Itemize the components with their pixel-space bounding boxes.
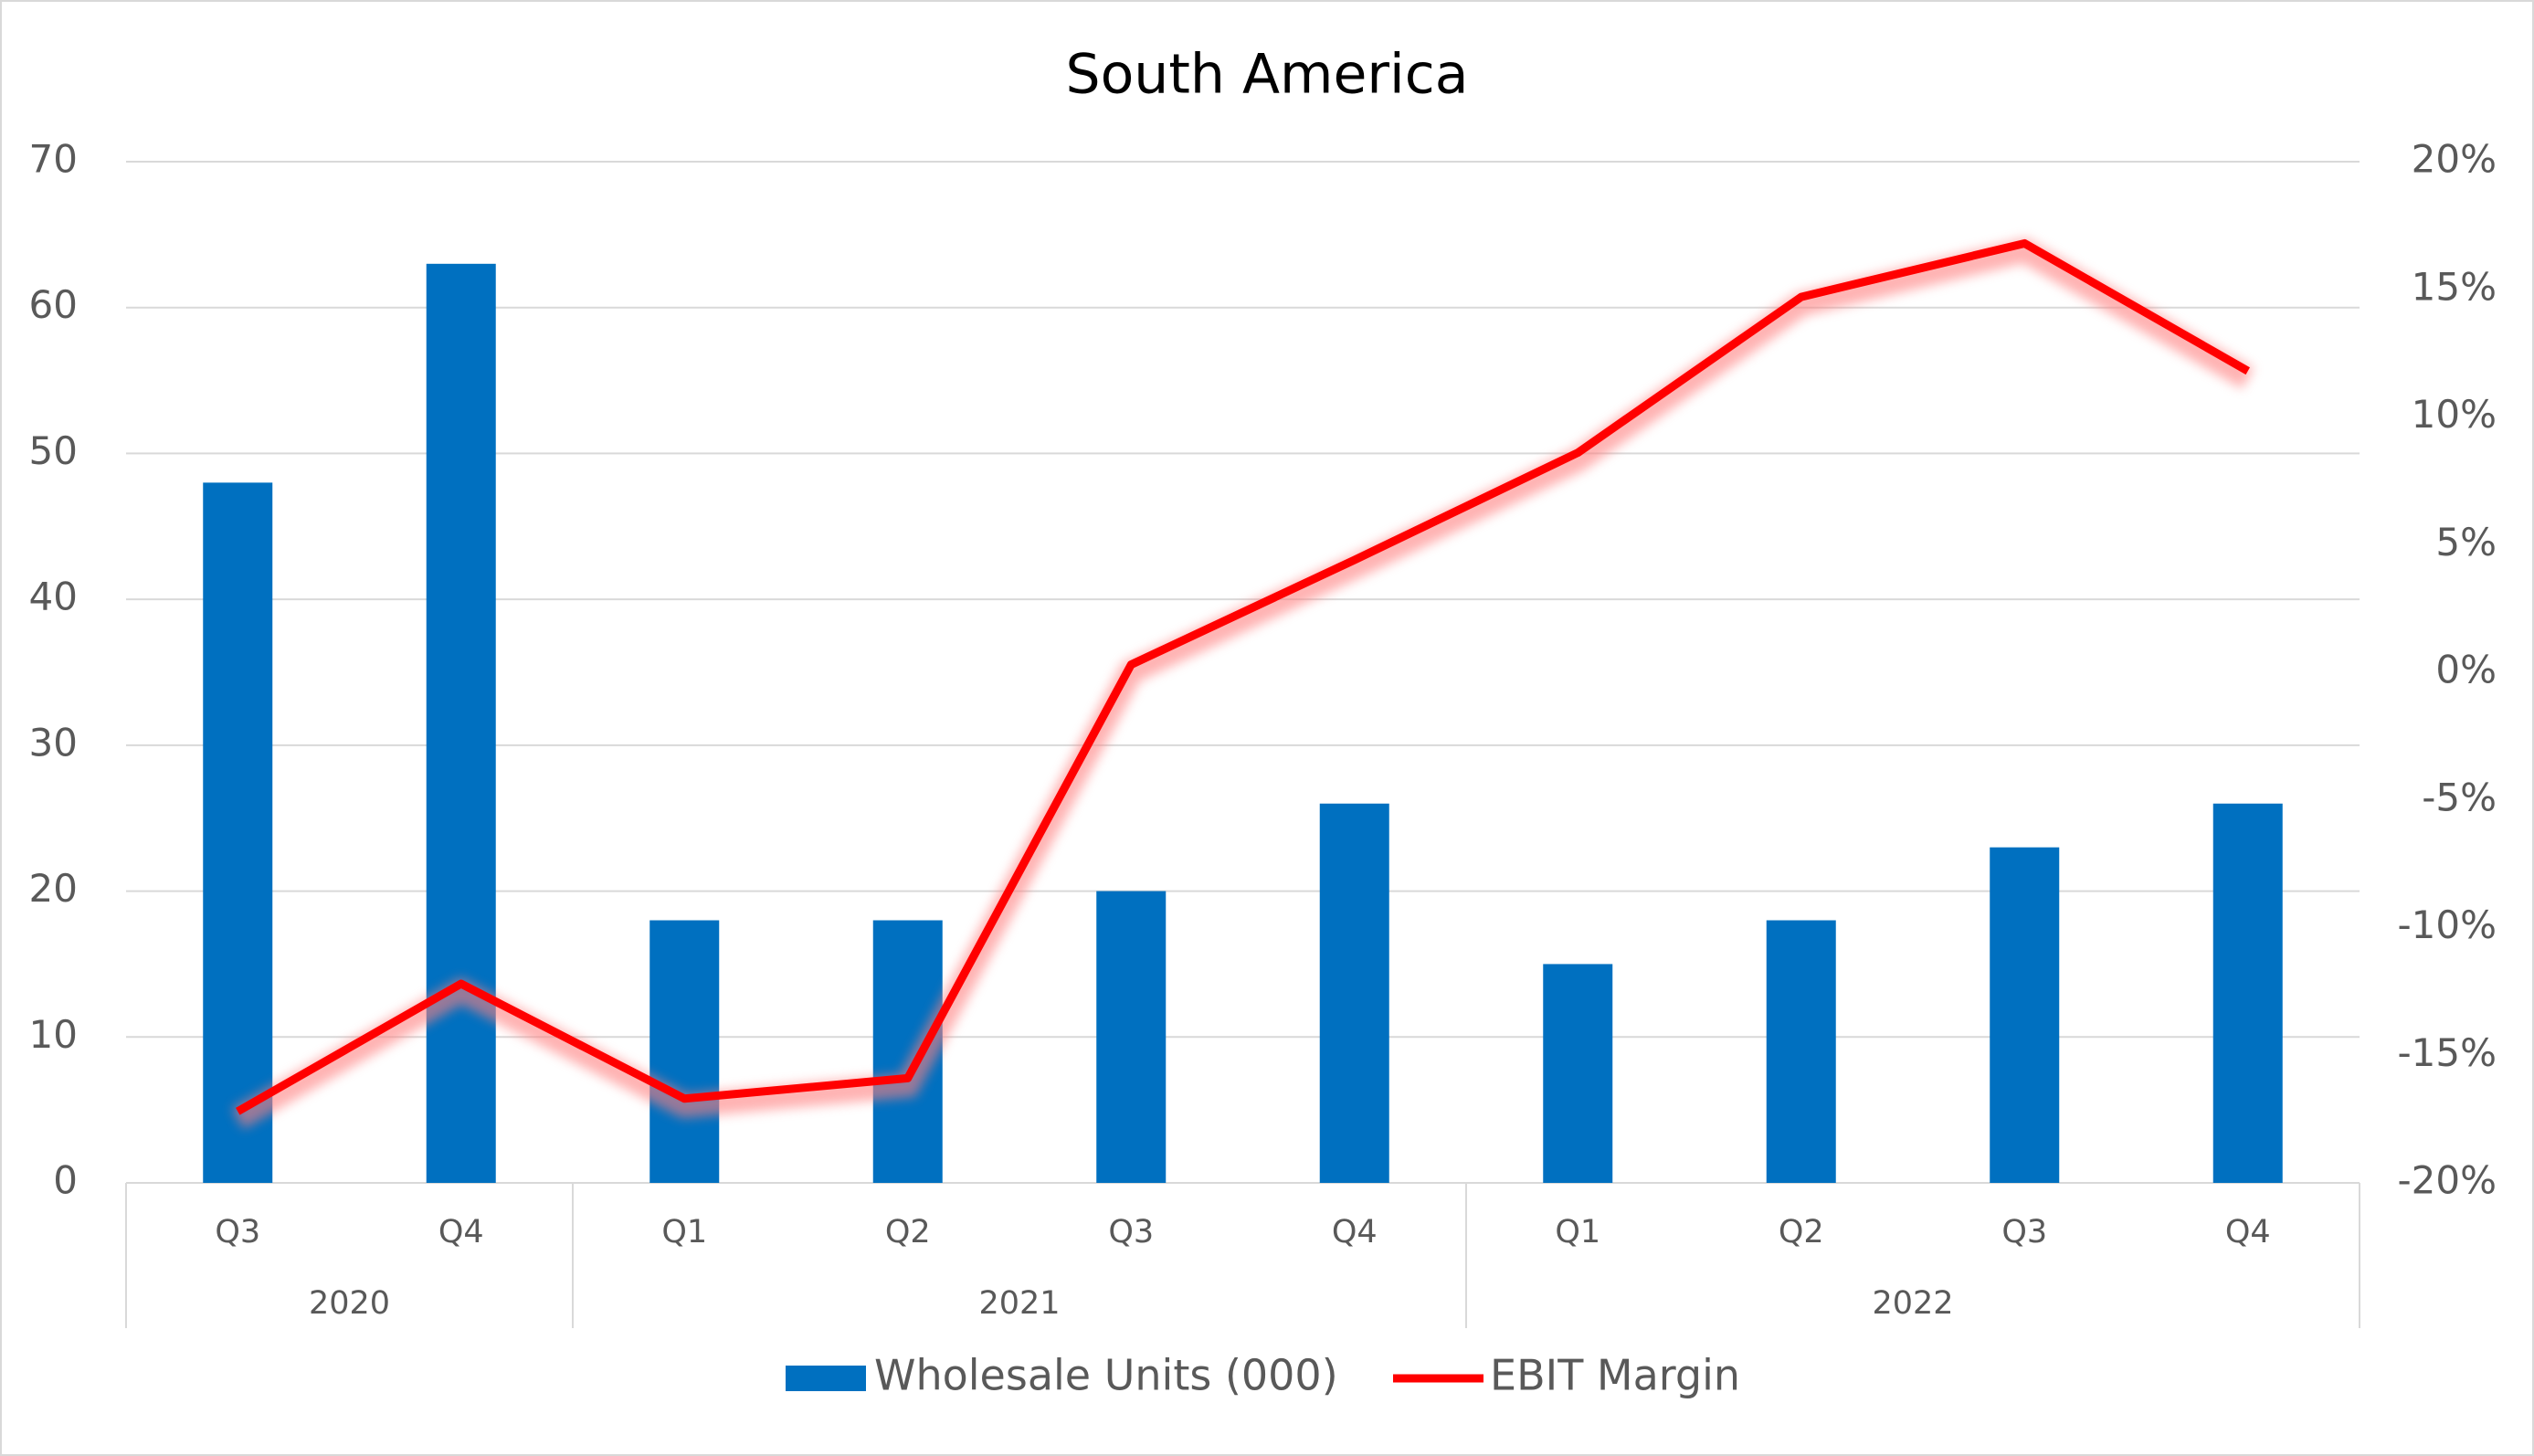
legend-label: Wholesale Units (000) bbox=[874, 1351, 1338, 1400]
x-tick-label: Q3 bbox=[1108, 1214, 1154, 1250]
bar bbox=[203, 482, 273, 1183]
y-tick-label: 60 bbox=[29, 282, 78, 327]
y2-tick-label: 15% bbox=[2412, 264, 2497, 309]
y2-tick-label: -20% bbox=[2397, 1158, 2497, 1203]
x-tick-label: Q2 bbox=[1779, 1214, 1824, 1250]
line bbox=[236, 238, 2250, 1115]
x-tick-label: Q4 bbox=[2225, 1214, 2271, 1250]
x-tick-label: Q2 bbox=[885, 1214, 931, 1250]
y2-tick-label: 5% bbox=[2435, 520, 2497, 564]
chart-title: South America bbox=[1066, 43, 1469, 107]
y-tick-label: 20 bbox=[29, 866, 78, 911]
x-group-label: 2020 bbox=[309, 1285, 390, 1322]
bar bbox=[1990, 847, 2060, 1183]
y-tick-label: 40 bbox=[29, 575, 78, 619]
bar bbox=[426, 263, 496, 1183]
bar bbox=[1096, 891, 1167, 1183]
x-group-label: 2021 bbox=[978, 1285, 1060, 1322]
legend-swatch bbox=[786, 1366, 866, 1391]
y2-tick-label: -15% bbox=[2397, 1030, 2497, 1075]
bar bbox=[1766, 920, 1836, 1183]
x-tick-label: Q3 bbox=[215, 1214, 260, 1250]
line-glow bbox=[231, 237, 2254, 1130]
bar bbox=[1543, 964, 1613, 1183]
x-tick-label: Q4 bbox=[1332, 1214, 1378, 1250]
x-tick-label: Q4 bbox=[438, 1214, 484, 1250]
bar bbox=[2212, 803, 2283, 1183]
x-tick-label: Q1 bbox=[1555, 1214, 1600, 1250]
y-tick-label: 50 bbox=[29, 428, 78, 473]
y-tick-label: 10 bbox=[29, 1012, 78, 1057]
x-tick-label: Q3 bbox=[2001, 1214, 2047, 1250]
bar bbox=[649, 920, 720, 1183]
legend-label: EBIT Margin bbox=[1490, 1351, 1740, 1400]
y2-tick-label: 20% bbox=[2412, 137, 2497, 182]
y2-tick-label: -5% bbox=[2422, 775, 2497, 819]
y-tick-label: 30 bbox=[29, 720, 78, 765]
y2-tick-label: -10% bbox=[2397, 902, 2497, 947]
x-group-label: 2022 bbox=[1872, 1285, 1953, 1322]
bar bbox=[1319, 803, 1389, 1183]
y2-tick-label: 0% bbox=[2435, 648, 2497, 692]
x-tick-label: Q1 bbox=[661, 1214, 707, 1250]
y2-tick-label: 10% bbox=[2412, 392, 2497, 437]
y-tick-label: 0 bbox=[53, 1158, 78, 1203]
y-tick-label: 70 bbox=[29, 137, 78, 182]
